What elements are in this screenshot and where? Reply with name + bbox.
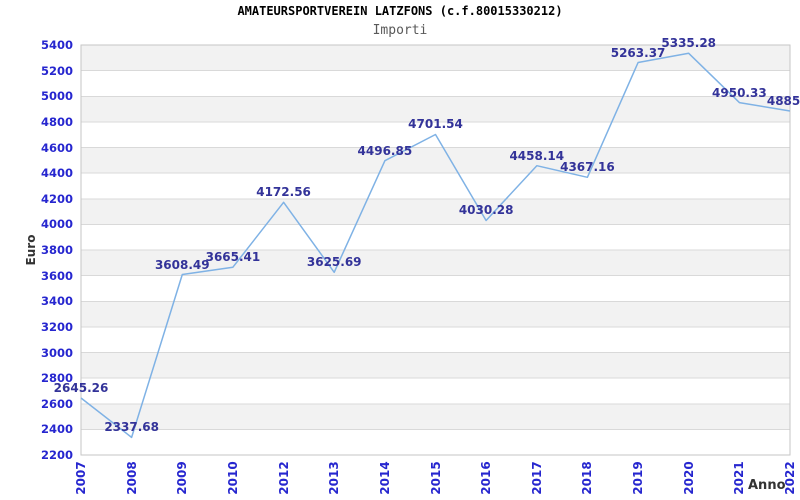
gridline-band [81,403,790,430]
y-tick-label: 2800 [40,371,73,386]
data-point-label: 4367.16 [560,160,615,175]
y-tick-label: 2200 [40,448,73,462]
data-point-label: 4458.14 [509,148,565,163]
x-tick-label: 2021 [732,461,747,495]
y-tick-label: 4800 [40,114,73,129]
data-point-label: 4496.85 [357,143,413,158]
x-tick-label: 2007 [74,461,88,495]
gridline-band [81,96,790,122]
y-tick-label: 3600 [40,268,73,283]
chart-title: AMATEURSPORTVEREIN LATZFONS (c.f.8001533… [237,4,563,18]
gridline-band [81,301,790,327]
data-point-label: 3608.49 [154,257,210,272]
gridline-band [81,352,790,379]
y-tick-label: 4400 [40,166,73,181]
x-axis-title: Anno [748,478,786,493]
series-line [80,52,791,439]
data-point-label: 2337.68 [104,420,159,435]
x-tick-label: 2019 [631,461,646,495]
y-tick-label: 4600 [40,140,73,155]
data-point-label: 3625.69 [306,255,362,270]
y-tick-label: 5400 [40,38,73,52]
x-tick-label: 2017 [529,461,544,495]
y-tick-label: 3200 [40,319,73,334]
chart-subtitle: Importi [372,23,428,38]
data-point-label: 3665.41 [205,250,261,265]
data-point-label: 4172.56 [256,185,311,200]
data-point-label: 5335.28 [661,36,717,51]
x-tick-label: 2020 [681,461,696,495]
y-tick-label: 3400 [40,294,73,309]
x-tick-label: 2016 [479,461,494,495]
x-tick-label: 2014 [377,461,392,495]
gridline-band [81,45,790,71]
x-tick-label: 2015 [428,461,443,495]
y-axis-title: Euro [24,234,38,266]
y-tick-label: 3800 [40,243,73,257]
y-tick-label: 5200 [40,63,73,78]
data-point-label: 4701.54 [408,117,463,132]
y-tick-label: 5000 [40,89,73,104]
plot-border [80,44,791,456]
y-tick-label: 2400 [40,422,73,437]
x-tick-label: 2013 [327,461,342,495]
data-point-label: 4885.0 [766,93,800,108]
data-point-label: 4950.33 [712,85,767,100]
y-tick-label: 3000 [40,345,73,360]
x-tick-label: 2009 [175,461,190,495]
data-point-label: 4030.28 [458,203,514,218]
x-tick-label: 2010 [225,461,240,495]
x-tick-label: 2018 [580,461,595,495]
y-tick-label: 2600 [40,396,73,411]
x-tick-label: 2012 [276,461,291,495]
data-point-label: 2645.26 [53,380,109,395]
gridline-band [81,198,790,225]
data-point-label: 5263.37 [610,45,666,60]
x-tick-label: 2008 [124,461,139,495]
gridline-band [81,147,790,174]
y-tick-label: 4200 [40,191,73,206]
y-tick-label: 4000 [40,217,73,232]
